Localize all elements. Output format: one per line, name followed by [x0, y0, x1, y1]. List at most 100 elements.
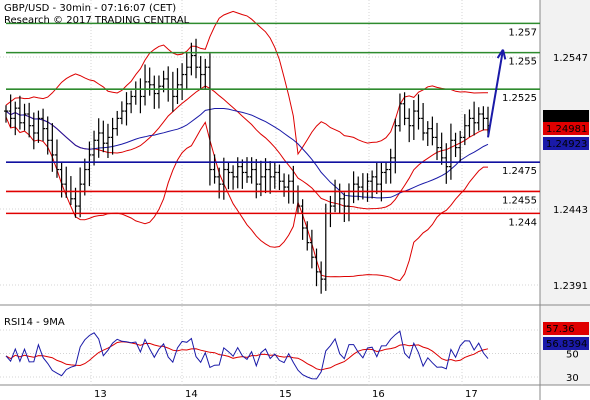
- price-badge-label: 1.24981: [546, 124, 587, 135]
- moving-average-line: [5, 108, 489, 199]
- candle: [156, 75, 161, 109]
- chart-title: GBP/USD - 30min - 07:16:07 (CET): [4, 3, 176, 14]
- candle: [221, 157, 226, 200]
- candle: [115, 110, 120, 136]
- x-tick-label: 13: [94, 389, 107, 400]
- candle: [175, 68, 180, 104]
- y-tick-label: 1.2443: [553, 205, 588, 216]
- candle: [411, 100, 416, 140]
- candle: [453, 132, 458, 158]
- candle: [82, 158, 87, 196]
- candle: [342, 192, 347, 223]
- rsi-panel-label: RSI14 - 9MA: [4, 317, 65, 328]
- candle: [198, 56, 203, 90]
- candle: [472, 101, 477, 136]
- candle: [467, 109, 472, 138]
- candle: [13, 101, 18, 136]
- candle: [50, 123, 55, 172]
- candle: [425, 121, 430, 146]
- candle: [476, 107, 481, 131]
- x-tick-label: 16: [372, 389, 385, 400]
- candle: [54, 139, 59, 178]
- candle: [105, 123, 110, 158]
- candle: [300, 199, 305, 240]
- rsi-badge-label: 56.8394: [546, 339, 587, 350]
- candle: [184, 52, 189, 91]
- candle: [397, 93, 402, 132]
- candle: [268, 161, 273, 194]
- price-badge: 1.2503: [543, 110, 589, 123]
- rsi-tick-label: 50: [566, 350, 579, 361]
- x-axis-background: [0, 385, 590, 400]
- rsi-panel: [5, 330, 489, 380]
- rsi-ma-line: [5, 341, 489, 371]
- candle: [407, 108, 412, 143]
- level-label: 1.244: [508, 217, 537, 228]
- price-badge-label: 1.24923: [546, 139, 587, 150]
- candle: [245, 157, 249, 183]
- candle: [194, 38, 199, 79]
- candle: [439, 132, 444, 165]
- candle: [277, 164, 282, 191]
- candle: [78, 167, 83, 218]
- x-tick-label: 17: [465, 389, 478, 400]
- candle: [435, 122, 440, 161]
- rsi-line: [5, 330, 489, 380]
- candle: [152, 75, 157, 109]
- bollinger-upper-band: [5, 10, 488, 156]
- candle: [143, 64, 148, 106]
- candle: [370, 170, 375, 199]
- rsi-tick-label: 30: [566, 373, 579, 384]
- candle: [226, 162, 231, 190]
- candle: [374, 162, 379, 195]
- candle: [282, 173, 287, 197]
- candle: [314, 248, 319, 287]
- candle: [101, 120, 106, 153]
- candle: [180, 63, 185, 101]
- x-tick-label: 15: [279, 389, 292, 400]
- candle: [416, 94, 421, 130]
- candle: [124, 92, 129, 126]
- candle: [207, 53, 212, 186]
- candle: [87, 141, 92, 187]
- candle: [45, 116, 50, 155]
- candle: [384, 162, 389, 184]
- candle: [189, 42, 194, 76]
- candle: [481, 106, 486, 131]
- candle: [305, 221, 310, 251]
- candle: [309, 229, 314, 269]
- level-label: 1.2475: [502, 166, 537, 177]
- candle: [444, 143, 449, 184]
- candle: [258, 160, 263, 197]
- candle: [286, 174, 291, 204]
- price-panel: 1.257 1.255 1.2525 1.2475 1.2455 1.244: [4, 10, 540, 294]
- level-label: 1.257: [508, 27, 537, 38]
- candle: [231, 165, 236, 190]
- candle: [217, 167, 222, 199]
- level-label: 1.2525: [502, 93, 537, 104]
- candle: [448, 123, 453, 180]
- candle: [379, 161, 384, 202]
- candle: [402, 92, 407, 126]
- candle: [393, 118, 398, 174]
- price-badge: 1.24981: [543, 122, 589, 135]
- candle: [4, 105, 8, 123]
- candle: [110, 117, 115, 155]
- forecast-arrow: [487, 49, 504, 138]
- candle: [119, 101, 124, 125]
- candle: [31, 112, 36, 150]
- rsi-badge: 56.8394: [543, 337, 589, 350]
- candle: [22, 103, 27, 131]
- candle: [388, 148, 393, 184]
- candle: [36, 110, 41, 143]
- axes: 13141516171.25471.24431.23917050301.2503…: [94, 53, 589, 400]
- x-tick-label: 14: [185, 389, 198, 400]
- chart-copyright: Research © 2017 TRADING CENTRAL: [4, 15, 190, 26]
- candle: [212, 154, 217, 184]
- level-label: 1.255: [508, 57, 537, 68]
- bollinger-lower-band: [5, 116, 488, 282]
- candle: [129, 90, 134, 114]
- candle: [41, 108, 46, 142]
